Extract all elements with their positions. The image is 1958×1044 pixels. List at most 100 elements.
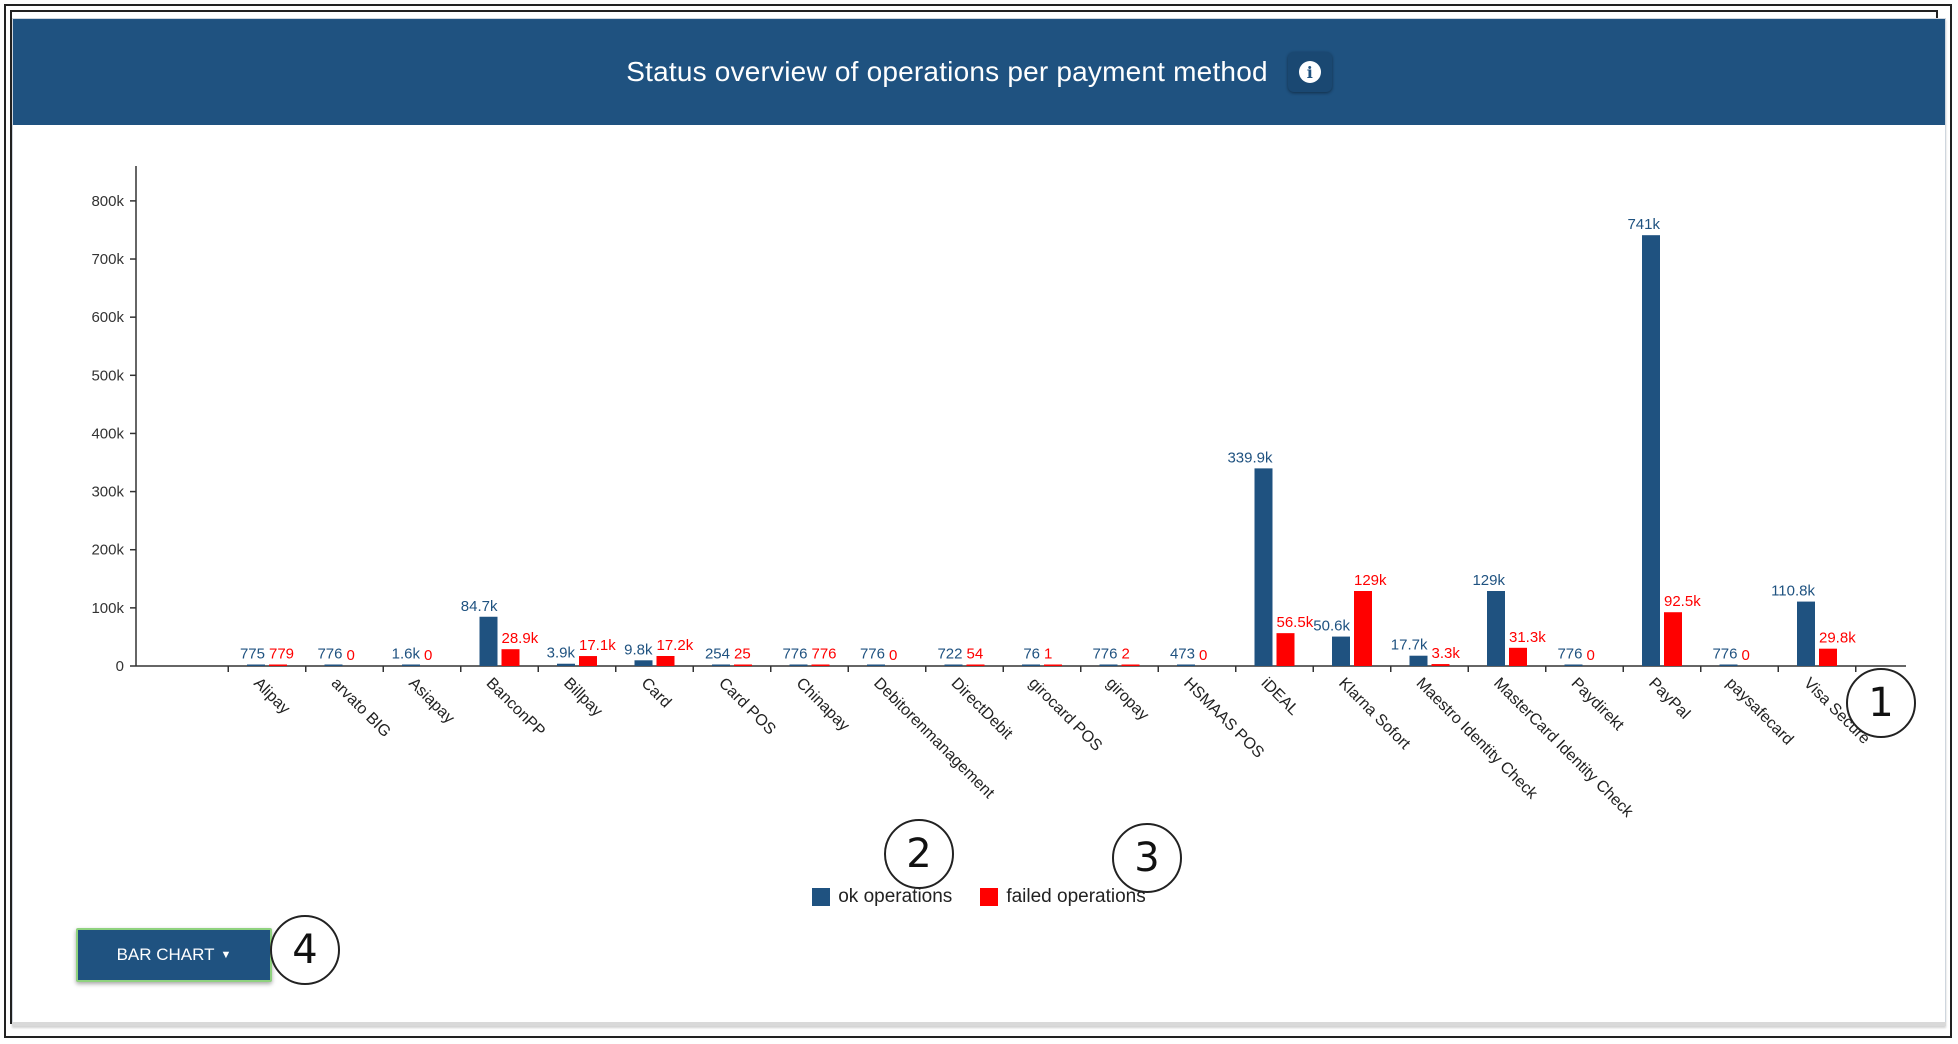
data-label-ok: 776 — [1712, 646, 1737, 663]
data-label-failed: 0 — [347, 647, 355, 664]
data-label-failed: 17.2k — [657, 637, 694, 654]
y-tick-label: 400k — [91, 425, 124, 442]
legend-item-ok[interactable]: ok operations — [812, 886, 952, 908]
x-category-label: PayPal — [1645, 675, 1693, 723]
bar-ok — [1564, 664, 1583, 666]
data-label-failed: 92.5k — [1664, 593, 1701, 610]
data-label-ok: 17.7k — [1391, 637, 1428, 654]
data-label-failed: 1 — [1044, 646, 1052, 663]
data-label-failed: 129k — [1354, 572, 1387, 589]
legend-label-ok: ok operations — [838, 886, 953, 907]
y-tick-label: 700k — [91, 251, 124, 268]
bar-ok — [944, 664, 963, 666]
y-tick-label: 500k — [91, 367, 124, 384]
bar-ok — [1642, 235, 1660, 667]
bar-ok — [1409, 655, 1428, 666]
info-button[interactable]: i — [1287, 52, 1332, 92]
caret-down-icon: ▼ — [220, 949, 232, 961]
x-category-label: Asiapay — [405, 675, 457, 727]
data-label-ok: 339.9k — [1227, 449, 1273, 466]
callout-4: 4 — [270, 915, 340, 985]
x-category-label: Billpay — [560, 675, 605, 720]
y-tick-label: 0 — [116, 658, 124, 675]
y-tick-label: 300k — [91, 484, 124, 501]
bar-failed — [1664, 612, 1682, 666]
data-label-failed: 0 — [424, 647, 432, 664]
bar-failed — [734, 664, 752, 666]
data-label-ok: 776 — [860, 646, 885, 663]
data-label-ok: 776 — [782, 646, 807, 663]
data-label-ok: 254 — [705, 646, 730, 663]
data-label-ok: 722 — [937, 646, 962, 663]
data-label-failed: 776 — [812, 646, 837, 663]
bar-ok — [712, 664, 730, 666]
x-category-label: Paydirekt — [1568, 675, 1628, 735]
data-label-failed: 31.3k — [1509, 629, 1546, 646]
info-icon: i — [1298, 61, 1321, 83]
data-label-ok: 776 — [317, 646, 342, 663]
data-label-failed: 56.5k — [1277, 614, 1314, 631]
bar-failed — [501, 649, 520, 666]
bar-ok — [1797, 601, 1815, 666]
bar-ok — [1099, 664, 1118, 666]
data-label-failed: 25 — [734, 646, 751, 663]
x-category-label: MasterCard Identity Check — [1490, 675, 1637, 822]
chart-type-dropdown-button[interactable]: BAR CHART ▼ — [76, 928, 272, 982]
bar-failed — [1354, 591, 1372, 666]
legend-swatch-failed — [980, 888, 999, 906]
bar-failed — [1509, 647, 1527, 666]
bar-failed — [656, 656, 675, 666]
bar-ok — [1332, 636, 1350, 666]
data-label-failed: 28.9k — [502, 630, 539, 647]
data-label-ok: 50.6k — [1313, 618, 1350, 635]
bar-failed — [579, 656, 597, 666]
data-label-ok: 9.8k — [624, 641, 653, 658]
data-label-ok: 473 — [1170, 646, 1195, 663]
data-label-failed: 29.8k — [1819, 630, 1856, 647]
data-label-failed: 0 — [1199, 647, 1207, 664]
bar-failed — [1121, 664, 1140, 666]
x-category-label: BanconPP — [483, 675, 548, 740]
data-label-ok: 129k — [1472, 572, 1505, 589]
x-category-label: DirectDebit — [948, 675, 1016, 743]
callout-1: 1 — [1846, 668, 1916, 738]
panel-bottom-edge — [12, 1022, 1946, 1026]
data-label-ok: 741k — [1627, 216, 1660, 233]
data-label-failed: 54 — [967, 646, 984, 663]
data-label-failed: 0 — [1742, 647, 1750, 664]
x-category-label: giropay — [1103, 675, 1152, 724]
x-category-label: Card — [638, 675, 675, 712]
bar-ok — [1254, 468, 1273, 666]
bar-ok — [324, 664, 343, 666]
data-label-failed: 2 — [1122, 646, 1130, 663]
callout-3: 3 — [1112, 823, 1182, 893]
data-label-ok: 110.8k — [1771, 583, 1815, 600]
bar-failed — [966, 664, 985, 666]
data-label-failed: 0 — [889, 647, 897, 664]
data-label-failed: 779 — [269, 646, 294, 663]
bar-ok — [867, 664, 885, 666]
x-category-label: iDEAL — [1258, 675, 1302, 719]
legend-item-failed[interactable]: failed operations — [980, 886, 1146, 908]
bar-ok — [1022, 664, 1040, 666]
bar-ok — [247, 664, 265, 666]
bar-failed — [1819, 648, 1837, 666]
bar-ok — [1487, 591, 1505, 666]
bar-ok — [1177, 664, 1195, 666]
y-tick-label: 800k — [91, 193, 124, 210]
bar-failed — [1276, 633, 1295, 666]
bar-failed — [811, 664, 830, 666]
data-label-failed: 17.1k — [579, 637, 616, 654]
chart-legend: ok operations failed operations — [0, 886, 1958, 908]
y-tick-label: 200k — [91, 542, 124, 559]
data-label-ok: 776 — [1092, 646, 1117, 663]
panel-header: Status overview of operations per paymen… — [13, 19, 1945, 127]
x-category-label: paysafecard — [1723, 675, 1797, 749]
data-label-ok: 775 — [240, 646, 265, 663]
chart-type-label: BAR CHART — [116, 945, 215, 964]
x-category-label: arvato BIG — [328, 675, 394, 741]
x-category-label: Card POS — [715, 675, 779, 739]
x-category-label: HSMAAS POS — [1180, 675, 1267, 762]
bar-ok — [479, 616, 498, 666]
x-category-label: girocard POS — [1025, 675, 1105, 755]
